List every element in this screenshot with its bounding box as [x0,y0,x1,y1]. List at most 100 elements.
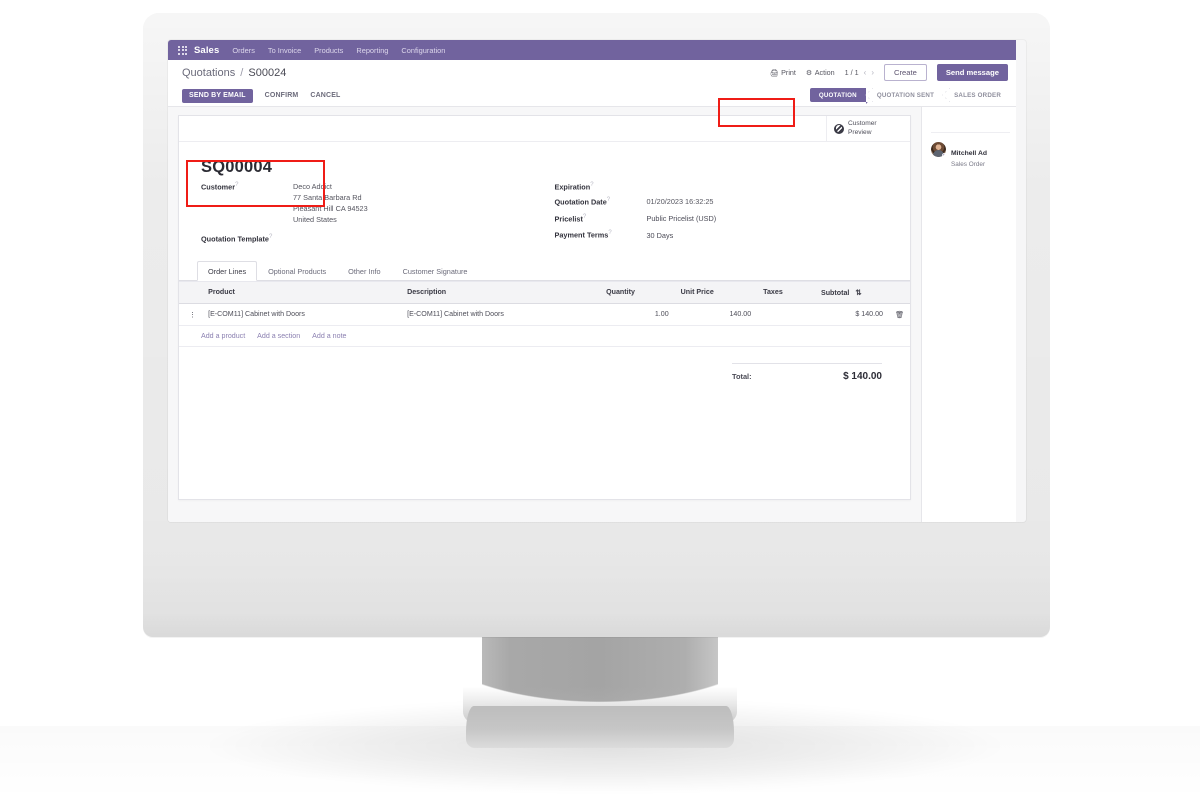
cell-subtotal: $ 140.00 [814,303,889,326]
nav-item-to-invoice[interactable]: To Invoice [267,45,302,55]
breadcrumb-current: S00024 [248,66,287,79]
field-pricelist: Pricelist? Public Pricelist (USD) [555,213,911,224]
trash-icon[interactable]: 🗑 [888,303,910,326]
breadcrumb-root[interactable]: Quotations [182,66,236,79]
th-handle [179,280,203,304]
add-a-section-link[interactable]: Add a section [257,331,301,340]
field-quotation-template-label: Quotation Template? [201,233,293,243]
cell-unit-price[interactable]: 140.00 [674,303,758,326]
control-panel-actions: 🖨 Print ⚙ Action 1 / 1 ‹ › Create Send m… [770,60,1016,85]
form-sheet-wrapper: Customer Preview SQ00004 [168,107,921,522]
send-by-email-button[interactable]: SEND BY EMAIL [182,88,253,103]
th-taxes[interactable]: Taxes [757,280,815,304]
statusbar-stage-quotation[interactable]: QUOTATION [809,88,873,104]
table-row[interactable]: ⋮ [E-COM11] Cabinet with Doors [E-COM11]… [179,303,910,326]
customer-street: 77 Santa Barbara Rd [293,193,362,203]
nav-item-orders[interactable]: Orders [232,45,255,55]
form-column-right: Expiration? Quotation Date? 01/20/2023 1… [545,181,911,249]
breadcrumb-separator: / [240,66,244,79]
customer-preview-button[interactable]: Customer Preview [826,116,910,141]
field-quotation-template-marker: ? [268,233,273,240]
print-button[interactable]: 🖨 Print [770,68,796,77]
field-customer-marker: ? [235,181,239,188]
field-expiration-label: Expiration? [555,181,647,191]
add-a-note-link[interactable]: Add a note [312,331,347,340]
tab-other-info[interactable]: Other Info [348,266,381,276]
field-quotation-date-value[interactable]: 01/20/2023 16:32:25 [646,197,714,207]
field-payment-terms-marker: ? [608,230,612,237]
app-navbar: Sales Orders To Invoice Products Reporti… [168,40,1016,60]
confirm-button[interactable]: CONFIRM [264,92,299,99]
th-quantity[interactable]: Quantity [600,280,675,304]
printer-icon: 🖨 [769,69,779,77]
apps-grid-icon[interactable] [178,45,187,55]
column-settings-icon[interactable]: ⇅ [855,287,862,297]
create-button[interactable]: Create [884,64,927,81]
th-actions [888,280,910,304]
field-customer-label: Customer? [201,181,293,191]
cancel-button[interactable]: CANCEL [310,92,341,99]
record-title[interactable]: SQ00004 [201,158,273,176]
form-column-left: Customer? Deco Addict 77 Santa Barbara R… [179,181,545,249]
monitor-chin [143,560,1050,638]
th-unit-price[interactable]: Unit Price [674,280,758,304]
navbar-brand[interactable]: Sales [194,44,220,56]
field-pricelist-value[interactable]: Public Pricelist (USD) [646,214,717,223]
avatar [931,142,946,157]
totals-inner: Total: $ 140.00 [732,362,882,382]
field-customer: Customer? Deco Addict 77 Santa Barbara R… [201,181,545,225]
customer-name: Deco Addict [293,182,332,191]
total-label: Total: [732,371,752,381]
th-subtotal[interactable]: Subtotal ⇅ [814,280,889,304]
pager-count: 1 / 1 [844,68,859,77]
notebook-tabs: Order Lines Optional Products Other Info… [179,260,910,281]
th-product[interactable]: Product [202,280,402,304]
order-lines-header-row: Product Description Quantity Unit Price … [179,280,910,304]
follower-text: Mitchell Ad Sales Order [951,142,987,168]
nav-item-configuration[interactable]: Configuration [401,45,446,55]
statusbar-stage-quotation-sent[interactable]: QUOTATION SENT [864,88,944,102]
field-customer-label-text: Customer [201,181,236,191]
record-title-zone: SQ00004 [179,142,910,177]
cell-taxes[interactable] [757,303,815,326]
chevron-right-icon[interactable]: › [871,68,875,77]
add-line-cell: Add a product Add a section Add a note [179,325,910,347]
monitor-bezel: Sales Orders To Invoice Products Reporti… [168,40,1026,522]
statusbar-stage-sales-order[interactable]: SALES ORDER [942,88,1010,102]
customer-preview-line2: Preview [848,128,872,136]
field-payment-terms-value[interactable]: 30 Days [646,230,674,240]
follower-name: Mitchell Ad [951,150,987,157]
send-message-button[interactable]: Send message [936,64,1008,81]
tab-order-lines[interactable]: Order Lines [197,260,258,281]
drag-handle-icon[interactable]: ⋮ [179,303,203,326]
form-fields: Customer? Deco Addict 77 Santa Barbara R… [179,177,910,249]
chevron-left-icon[interactable]: ‹ [863,68,867,77]
control-panel: Quotations / S00024 🖨 Print ⚙ Action 1 /… [168,60,1016,85]
field-customer-value[interactable]: Deco Addict 77 Santa Barbara Rd Pleasant… [293,181,368,225]
tab-customer-signature[interactable]: Customer Signature [402,266,468,276]
field-quotation-date-label: Quotation Date? [555,196,647,206]
statusbar: QUOTATION QUOTATION SENT SALES ORDER [809,88,1010,104]
chatter-panel: Mitchell Ad Sales Order [921,107,1016,522]
tab-optional-products[interactable]: Optional Products [268,266,327,276]
form-sheet: Customer Preview SQ00004 [178,115,911,500]
add-line-row: Add a product Add a section Add a note [179,325,910,347]
breadcrumb: Quotations / S00024 [182,67,286,79]
pager: 1 / 1 ‹ › [845,68,874,77]
add-links: Add a product Add a section Add a note [185,332,904,340]
add-a-product-link[interactable]: Add a product [201,331,246,340]
cell-product[interactable]: [E-COM11] Cabinet with Doors [202,303,402,326]
customer-country: United States [293,215,337,225]
cell-description[interactable]: [E-COM11] Cabinet with Doors [401,303,601,326]
th-subtotal-label: Subtotal [820,288,850,297]
th-description[interactable]: Description [401,280,601,304]
follower-item[interactable]: Mitchell Ad Sales Order [931,132,1010,168]
cell-quantity[interactable]: 1.00 [600,303,675,326]
nav-item-reporting[interactable]: Reporting [356,45,389,55]
monitor-stand-foot [466,706,734,748]
field-payment-terms-label-text: Payment Terms [554,230,609,240]
field-quotation-template-label-text: Quotation Template [201,234,269,244]
nav-item-products[interactable]: Products [314,45,344,55]
action-button[interactable]: ⚙ Action [806,68,835,77]
customer-preview-label: Customer Preview [848,120,877,137]
